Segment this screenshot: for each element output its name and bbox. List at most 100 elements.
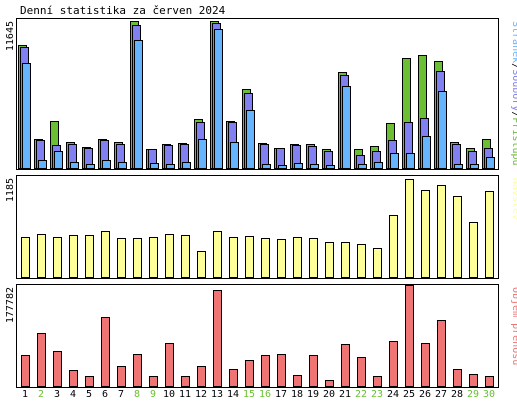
day-label-16: 16 bbox=[259, 389, 271, 400]
legend-top: Stránek/Soubory/Přístupů bbox=[510, 21, 517, 166]
y-max-label-middle: 1185 bbox=[5, 178, 16, 202]
y-max-label-bottom: 177782 bbox=[5, 287, 16, 323]
day-label-3: 3 bbox=[54, 389, 60, 400]
day-label-29: 29 bbox=[467, 389, 479, 400]
bar-pages-day-7 bbox=[118, 162, 127, 169]
bar-pages-day-21 bbox=[342, 86, 351, 169]
bar-visits-day-9 bbox=[149, 237, 158, 278]
bar-visits-day-8 bbox=[133, 238, 142, 278]
bar-kbytes-day-18 bbox=[293, 375, 302, 387]
bar-kbytes-day-24 bbox=[389, 341, 398, 387]
bar-visits-day-11 bbox=[181, 235, 190, 278]
bar-visits-day-30 bbox=[485, 191, 494, 278]
bar-pages-day-20 bbox=[326, 165, 335, 169]
day-label-27: 27 bbox=[435, 389, 447, 400]
bar-visits-day-19 bbox=[309, 238, 318, 278]
day-labels: 1 2 3 4 5 6 7 8 9 10 11 12 13 14 15 16 17 18 19 20 21 22 23 24 2… bbox=[22, 389, 495, 400]
bar-visits-day-18 bbox=[293, 237, 302, 278]
bar-pages-day-18 bbox=[294, 163, 303, 169]
day-label-11: 11 bbox=[179, 389, 191, 400]
bar-pages-day-3 bbox=[54, 151, 63, 169]
bar-visits-day-7 bbox=[117, 238, 126, 278]
bar-kbytes-day-27 bbox=[437, 320, 446, 387]
bar-kbytes-day-4 bbox=[69, 370, 78, 387]
day-label-21: 21 bbox=[339, 389, 351, 400]
bar-kbytes-day-23 bbox=[373, 376, 382, 387]
day-label-2: 2 bbox=[38, 389, 44, 400]
day-label-1: 1 bbox=[22, 389, 28, 400]
bar-kbytes-day-30 bbox=[485, 376, 494, 387]
bar-kbytes-day-21 bbox=[341, 344, 350, 387]
day-label-23: 23 bbox=[371, 389, 383, 400]
bar-visits-day-6 bbox=[101, 231, 110, 278]
bar-kbytes-day-25 bbox=[405, 285, 414, 387]
bar-visits-day-17 bbox=[277, 239, 286, 278]
bar-pages-day-10 bbox=[166, 164, 175, 169]
bar-pages-day-25 bbox=[406, 153, 415, 169]
bar-kbytes-day-29 bbox=[469, 374, 478, 387]
legend-middle: Návštěv bbox=[510, 178, 517, 220]
bar-visits-day-10 bbox=[165, 234, 174, 278]
bar-visits-day-29 bbox=[469, 222, 478, 278]
bar-kbytes-day-15 bbox=[245, 360, 254, 387]
bar-pages-day-5 bbox=[86, 164, 95, 169]
bar-kbytes-day-13 bbox=[213, 290, 222, 387]
bar-visits-day-5 bbox=[85, 235, 94, 278]
y-max-label-top: 11645 bbox=[5, 21, 16, 51]
day-label-8: 8 bbox=[134, 389, 140, 400]
bar-pages-day-13 bbox=[214, 29, 223, 169]
visits-panel-bars bbox=[21, 179, 494, 278]
bar-visits-day-13 bbox=[213, 231, 222, 278]
bar-visits-day-22 bbox=[357, 244, 366, 278]
y-max-labels: 11645 1185 177782 bbox=[5, 21, 16, 323]
day-label-7: 7 bbox=[118, 389, 124, 400]
day-label-20: 20 bbox=[323, 389, 335, 400]
bar-pages-day-1 bbox=[22, 63, 31, 169]
day-label-13: 13 bbox=[211, 389, 223, 400]
bar-visits-day-27 bbox=[437, 185, 446, 278]
bar-pages-day-30 bbox=[486, 157, 495, 169]
bar-visits-day-21 bbox=[341, 242, 350, 278]
bar-kbytes-day-2 bbox=[37, 333, 46, 387]
bar-pages-day-16 bbox=[262, 164, 271, 169]
day-label-30: 30 bbox=[483, 389, 495, 400]
bar-visits-day-16 bbox=[261, 238, 270, 278]
bar-pages-day-8 bbox=[134, 40, 143, 169]
bar-pages-day-23 bbox=[374, 162, 383, 169]
day-label-28: 28 bbox=[451, 389, 463, 400]
top-panel-bars bbox=[18, 21, 495, 169]
bar-pages-day-6 bbox=[102, 160, 111, 169]
bar-kbytes-day-19 bbox=[309, 355, 318, 387]
bar-visits-day-20 bbox=[325, 242, 334, 278]
transfer-panel-frame bbox=[16, 284, 499, 388]
bar-visits-day-26 bbox=[421, 190, 430, 278]
bar-kbytes-day-17 bbox=[277, 354, 286, 387]
legend-part-4: Přístupů bbox=[510, 117, 517, 165]
legend-bottom: Objem přenosu bbox=[510, 287, 517, 365]
legend-part-0: Stránek bbox=[510, 21, 517, 63]
bar-kbytes-day-1 bbox=[21, 355, 30, 387]
bar-visits-day-14 bbox=[229, 237, 238, 278]
bar-visits-day-3 bbox=[53, 237, 62, 278]
bar-pages-day-14 bbox=[230, 142, 239, 169]
bar-kbytes-day-8 bbox=[133, 354, 142, 387]
chart-title: Denní statistika za červen 2024 bbox=[20, 4, 226, 17]
bar-visits-day-28 bbox=[453, 196, 462, 278]
bar-visits-day-24 bbox=[389, 215, 398, 278]
day-label-9: 9 bbox=[150, 389, 156, 400]
visits-panel-frame bbox=[16, 175, 499, 279]
legend-part-2: Soubory bbox=[510, 69, 517, 111]
bar-visits-day-15 bbox=[245, 236, 254, 278]
bar-kbytes-day-26 bbox=[421, 343, 430, 387]
bar-pages-day-24 bbox=[390, 153, 399, 169]
bar-visits-day-25 bbox=[405, 179, 414, 278]
day-label-15: 15 bbox=[243, 389, 255, 400]
bar-pages-day-27 bbox=[438, 91, 447, 169]
bar-pages-day-9 bbox=[150, 163, 159, 169]
day-label-24: 24 bbox=[387, 389, 399, 400]
day-label-5: 5 bbox=[86, 389, 92, 400]
legend-part-1: / bbox=[510, 63, 517, 69]
